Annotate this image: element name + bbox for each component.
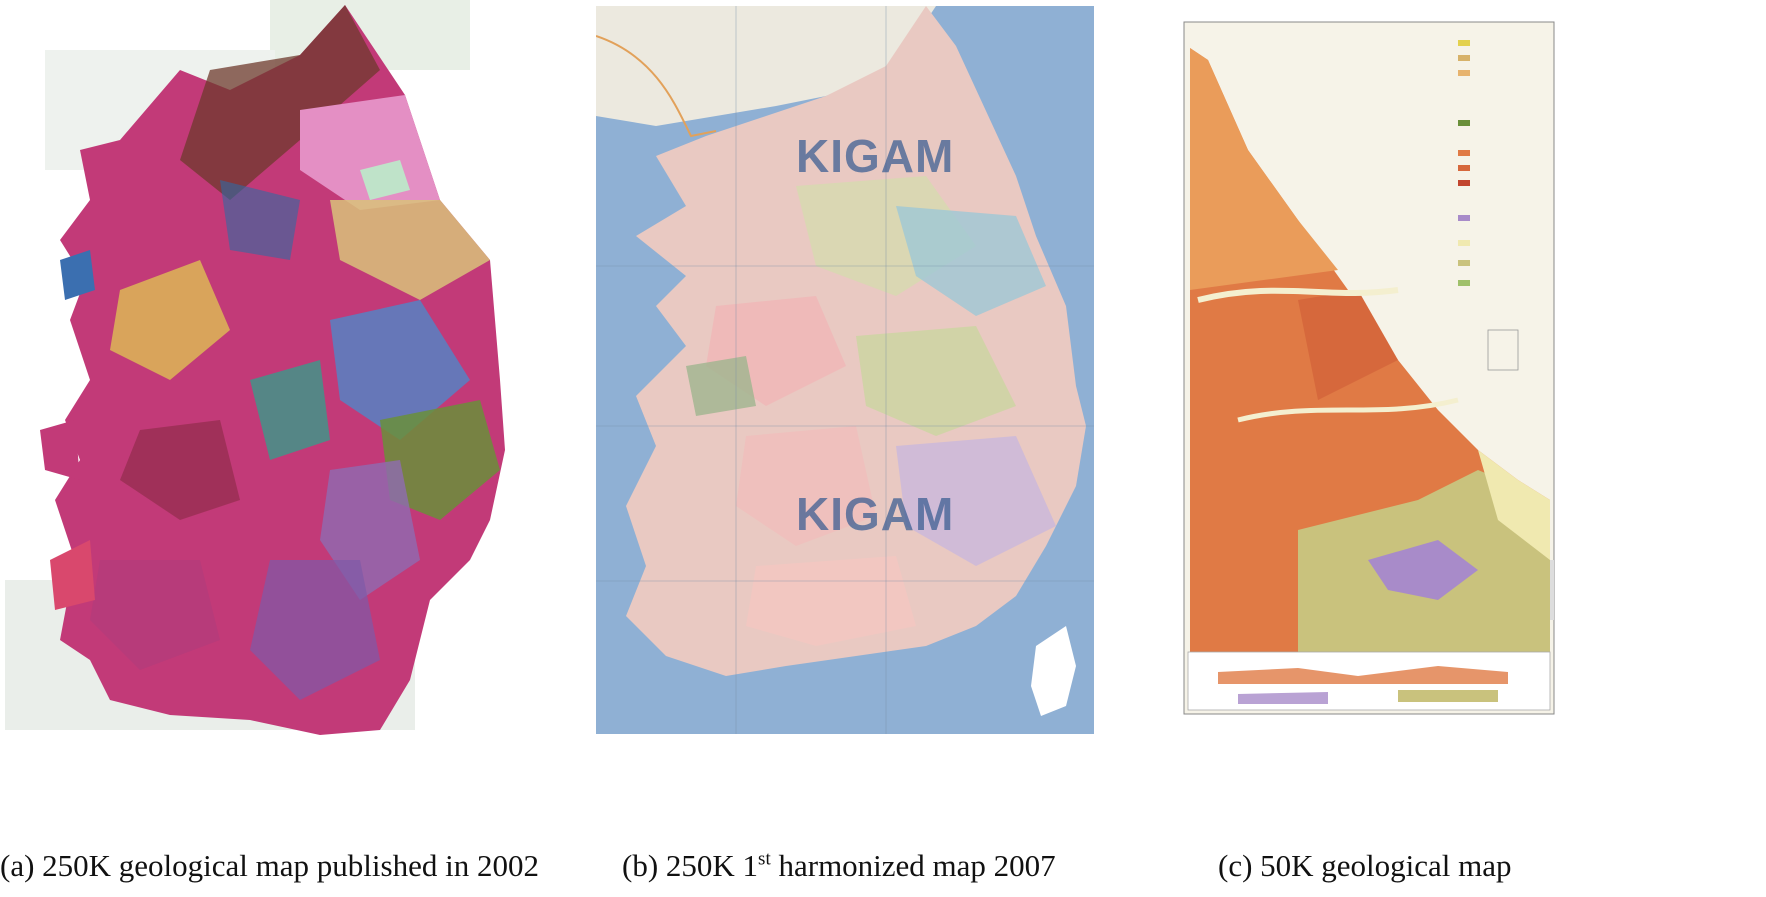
panel-a-geological-map-2002 xyxy=(0,0,515,740)
caption-panel-b-post: harmonized map 2007 xyxy=(770,848,1056,883)
caption-panel-b-pre: (b) 250K 1 xyxy=(622,848,759,883)
caption-panel-c: (c) 50K geological map xyxy=(1218,848,1512,883)
geological-map-mosaic-image xyxy=(5,0,505,735)
caption-panel-b-sup: st xyxy=(758,848,771,870)
panel-b-harmonized-map-2007: KIGAM KIGAM xyxy=(596,6,1094,734)
harmonized-geological-map-image: KIGAM KIGAM xyxy=(596,6,1094,734)
kigam-watermark-bottom: KIGAM xyxy=(796,488,954,540)
geological-map-sheet-image xyxy=(1178,0,1560,722)
kigam-watermark-top: KIGAM xyxy=(796,130,954,182)
caption-panel-a: (a) 250K geological map published in 200… xyxy=(0,848,539,883)
caption-panel-b: (b) 250K 1st harmonized map 2007 xyxy=(622,848,1056,884)
panel-c-50k-map-sheet xyxy=(1178,0,1560,722)
legend-swatches xyxy=(1458,40,1470,286)
